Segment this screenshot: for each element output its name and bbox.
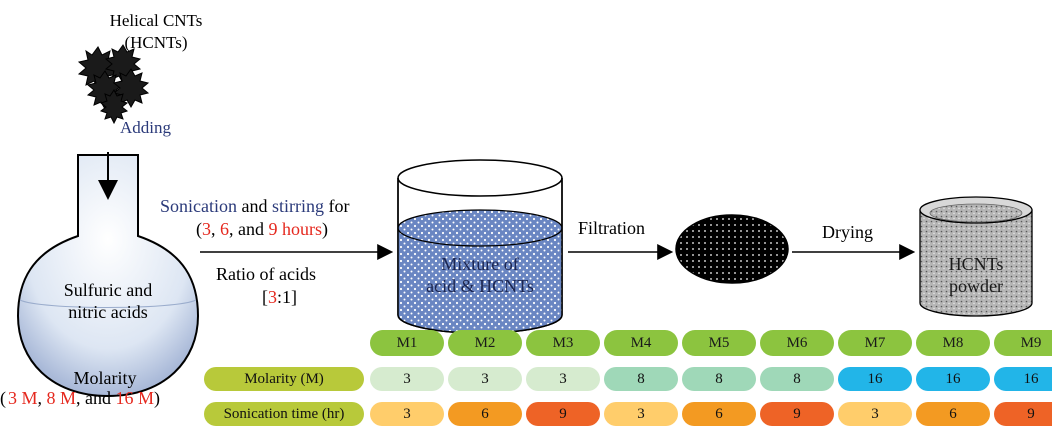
time-cell-9: 9 xyxy=(994,402,1052,426)
adding-label: Adding xyxy=(120,118,171,137)
filter-cake-icon xyxy=(675,214,789,284)
stirring-word: stirring xyxy=(272,196,324,216)
molarity-sep-2: , and xyxy=(76,388,116,408)
time-cell-2: 6 xyxy=(448,402,522,426)
molarity-cell-9: 16 xyxy=(994,367,1052,391)
header-m7: M7 xyxy=(838,330,912,356)
time-cell-5: 6 xyxy=(682,402,756,426)
filtration-label: Filtration xyxy=(578,218,645,238)
molarity-cell-1: 3 xyxy=(370,367,444,391)
molarity-cell-3: 3 xyxy=(526,367,600,391)
time-cell-6: 9 xyxy=(760,402,834,426)
header-m3: M3 xyxy=(526,330,600,356)
flask-icon xyxy=(16,154,200,398)
row-label-molarity: Molarity (M) xyxy=(204,367,364,391)
flask-label-line2: nitric acids xyxy=(68,302,148,322)
molarity-title: Molarity xyxy=(73,368,137,388)
ratio-a: 3 xyxy=(268,287,277,307)
molarity-value-2: 8 M xyxy=(46,388,77,408)
molarity-values: 3 M, 8 M, and 16 M) xyxy=(8,388,160,408)
source-label-line2: (HCNTs) xyxy=(124,33,188,52)
beaker-label-line2: acid & HCNTs xyxy=(426,276,534,296)
hours-3: 9 hours xyxy=(268,219,323,239)
molarity-value-3: 16 M xyxy=(115,388,155,408)
header-m9: M9 xyxy=(994,330,1052,356)
ratio-label: Ratio of acids xyxy=(216,264,316,284)
powder-label-line1: HCNTs xyxy=(948,254,1004,274)
hcnt-cluster-icon xyxy=(77,44,150,125)
sonication-word: Sonication xyxy=(160,196,237,216)
drying-label: Drying xyxy=(822,222,873,242)
molarity-cell-7: 16 xyxy=(838,367,912,391)
header-m5: M5 xyxy=(682,330,756,356)
and-word: and xyxy=(237,196,272,216)
row-label-sonication: Sonication time (hr) xyxy=(204,402,364,426)
time-cell-1: 3 xyxy=(370,402,444,426)
molarity-cell-4: 8 xyxy=(604,367,678,391)
flask-label-line1: Sulfuric and xyxy=(63,280,153,300)
molarity-value-1: 3 M xyxy=(8,388,38,408)
molarity-cell-8: 16 xyxy=(916,367,990,391)
header-m8: M8 xyxy=(916,330,990,356)
molarity-close: ) xyxy=(154,388,161,408)
time-cell-7: 3 xyxy=(838,402,912,426)
hours-2: 6 xyxy=(220,219,229,239)
beaker-icon xyxy=(397,159,563,334)
header-m4: M4 xyxy=(604,330,678,356)
for-word: for xyxy=(324,196,350,216)
source-label-line1: Helical CNTs xyxy=(109,11,203,30)
time-cell-8: 6 xyxy=(916,402,990,426)
ratio-value: [3:1] xyxy=(262,287,297,307)
header-m6: M6 xyxy=(760,330,834,356)
sonication-line1: Sonication and stirring for xyxy=(160,196,350,216)
molarity-cell-5: 8 xyxy=(682,367,756,391)
sonication-line2: (3, 6, and 9 hours) xyxy=(196,219,328,239)
powder-label-line2: powder xyxy=(949,276,1003,296)
molarity-cell-6: 8 xyxy=(760,367,834,391)
hours-1: 3 xyxy=(202,219,211,239)
powder-container-icon xyxy=(919,196,1033,317)
time-cell-4: 3 xyxy=(604,402,678,426)
header-m2: M2 xyxy=(448,330,522,356)
molarity-sep-1: , xyxy=(37,388,47,408)
header-m1: M1 xyxy=(370,330,444,356)
molarity-open-paren: ( xyxy=(0,388,6,408)
molarity-cell-2: 3 xyxy=(448,367,522,391)
beaker-label-line1: Mixture of xyxy=(441,254,519,274)
time-cell-3: 9 xyxy=(526,402,600,426)
